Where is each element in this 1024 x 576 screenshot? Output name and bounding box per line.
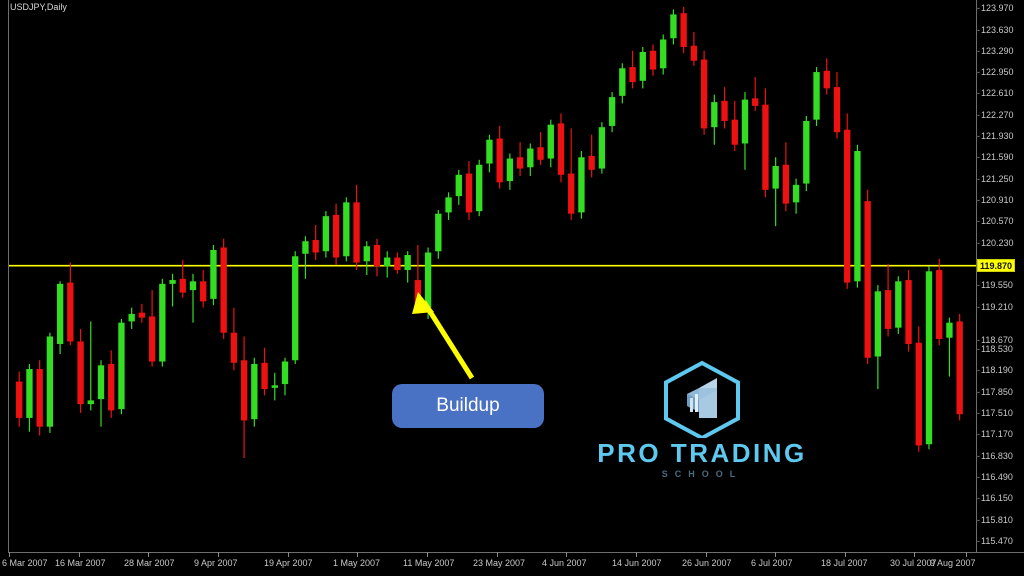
price-tick-label: -119.550 [977,280,1013,291]
price-tick-label: -122.270 [977,109,1014,120]
date-tick-mark [9,552,10,557]
date-tick-label: 26 Jun 2007 [682,558,732,568]
axis-line-left [8,0,9,552]
price-tick-label: -118.670 [977,335,1013,346]
price-tick-label: -123.630 [977,24,1014,35]
date-tick-mark [357,552,358,557]
price-tick-label: -118.190 [977,365,1013,376]
date-tick-label: 1 May 2007 [333,558,381,568]
price-tick-label: -123.290 [977,45,1014,56]
brand-logo: PRO TRADING SCHOOL [592,360,812,480]
date-tick-label: 9 Aug 2007 [930,558,976,568]
date-tick-mark [966,552,967,557]
date-tick-mark [914,552,915,557]
current-price-label: 119.870 [977,259,1016,273]
price-tick-label: -121.590 [977,152,1014,163]
price-tick-label: -120.230 [977,237,1014,248]
price-tick-label: -120.570 [977,216,1014,227]
brand-name: PRO TRADING [597,438,807,468]
date-tick-label: 14 Jun 2007 [612,558,662,568]
date-tick-label: 9 Apr 2007 [194,558,238,568]
price-tick-label: -117.510 [977,408,1013,419]
price-tick-label: -117.170 [977,429,1013,440]
hexagon-bars-logo-icon [664,360,740,438]
price-tick-label: -116.490 [977,471,1013,482]
brand-subtitle: SCHOOL [661,469,743,479]
price-tick-label: -123.970 [977,3,1014,14]
date-tick-label: 19 Apr 2007 [264,558,313,568]
price-tick-label: -115.810 [977,514,1013,525]
date-tick-mark [845,552,846,557]
price-tick-label: -122.610 [977,88,1014,99]
date-tick-label: 11 May 2007 [403,558,455,568]
date-axis[interactable]: 6 Mar 2007 16 Mar 2007 28 Mar 2007 9 Apr 20… [0,552,1024,576]
price-tick-label: -121.930 [977,131,1014,142]
date-tick-mark [148,552,149,557]
price-tick-label: -115.470 [977,535,1013,546]
candlestick-plot-area[interactable] [9,0,976,552]
price-tick-label: -119.210 [977,301,1013,312]
date-tick-label: 4 Jun 2007 [542,558,587,568]
date-tick-label: 28 Mar 2007 [124,558,175,568]
price-tick-label: -122.950 [977,67,1014,78]
price-tick-label: -120.910 [977,194,1014,205]
date-tick-mark [218,552,219,557]
date-tick-mark [79,552,80,557]
date-tick-mark [497,552,498,557]
buildup-callout-box[interactable]: Buildup [392,384,544,428]
price-tick-label: -116.150 [977,493,1013,504]
date-tick-label: 6 Jul 2007 [751,558,793,568]
symbol-timeframe-label: USDJPY,Daily [10,2,67,12]
price-tick-label: -121.250 [977,173,1014,184]
date-tick-mark [566,552,567,557]
date-tick-label: 18 Jul 2007 [821,558,868,568]
price-axis[interactable]: -123.970 -123.630 -123.290 -122.950 -122.610… [977,0,1024,552]
buildup-callout-label: Buildup [436,395,500,416]
price-tick-label: -117.850 [977,386,1013,397]
date-tick-label: 16 Mar 2007 [55,558,106,568]
date-tick-mark [427,552,428,557]
price-tick-label: -118.530 [977,344,1013,355]
date-tick-label: 23 May 2007 [473,558,526,568]
date-tick-mark [636,552,637,557]
candlestick-series [9,6,976,459]
axis-line-right [976,0,977,552]
date-tick-mark [288,552,289,557]
price-tick-label: -116.830 [977,450,1013,461]
date-tick-label: 6 Mar 2007 [2,558,48,568]
date-tick-mark [775,552,776,557]
axis-line-bottom [8,552,1024,553]
date-tick-mark [706,552,707,557]
date-tick-label: 30 Jul 2007 [890,558,937,568]
